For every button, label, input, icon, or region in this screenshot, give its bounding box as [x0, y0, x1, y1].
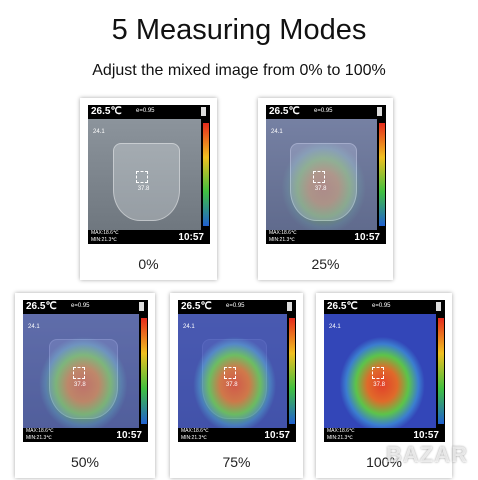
mode-label: 75% — [222, 454, 251, 470]
battery — [139, 302, 144, 311]
spot-temp: 24.1 — [183, 324, 195, 330]
thermal-image: 24.1 37.8 — [266, 119, 377, 230]
status-bar: 26.5℃ e=0.95 — [88, 105, 210, 119]
info-bar: MAX:18.6℃ MIN:21.3℃ 10:57 — [178, 428, 296, 442]
subtitle: Adjust the mixed image from 0% to 100% — [92, 62, 386, 79]
thermal-overlay — [266, 119, 377, 230]
battery — [436, 302, 441, 311]
max-temp: MAX:18.6℃ — [181, 428, 209, 434]
thermal-screen: 26.5℃ e=0.95 24.1 37.8 MAX:18.6℃ MIN:21.3℃ 10:… — [23, 300, 148, 442]
watermark: BAZAR — [386, 442, 468, 467]
time: 10:57 — [413, 430, 439, 441]
crosshair — [313, 170, 326, 183]
mode-card: 26.5℃ e=0.95 24.1 37.8 MAX:18.6℃ MIN:21.3℃ 10:… — [316, 293, 452, 478]
emissivity: e=0.95 — [314, 108, 333, 114]
mode-label: 25% — [311, 256, 340, 272]
crosshair — [371, 367, 384, 380]
mode-label: 0% — [138, 256, 159, 272]
max-temp: MAX:18.6℃ — [327, 428, 355, 434]
center-temp: 37.8 — [137, 185, 150, 192]
mode-card: 26.5℃ e=0.95 24.1 37.8 MAX:18.6℃ MIN:21.3℃ 10:… — [80, 98, 217, 280]
thermal-image: 24.1 37.8 — [23, 314, 139, 428]
color-scale — [438, 318, 444, 424]
time: 10:57 — [354, 232, 380, 243]
thermal-image: 24.1 37.8 — [88, 119, 201, 230]
temperature: 26.5℃ — [269, 106, 300, 117]
battery — [377, 107, 382, 116]
status-bar: 26.5℃ e=0.95 — [178, 300, 296, 314]
thermal-screen: 26.5℃ e=0.95 24.1 37.8 MAX:18.6℃ MIN:21.3℃ 10:… — [324, 300, 445, 442]
battery — [201, 107, 206, 116]
center-temp: 37.8 — [74, 382, 86, 389]
min-temp: MIN:21.3℃ — [181, 435, 207, 441]
mode-card: 26.5℃ e=0.95 24.1 37.8 MAX:18.6℃ MIN:21.3℃ 10:… — [258, 98, 393, 280]
min-temp: MIN:21.3℃ — [26, 435, 52, 441]
title: 5 Measuring Modes — [111, 14, 367, 46]
thermal-screen: 26.5℃ e=0.95 24.1 37.8 MAX:18.6℃ MIN:21.3℃ 10:… — [266, 105, 386, 244]
emissivity: e=0.95 — [372, 303, 391, 309]
thermal-screen: 26.5℃ e=0.95 24.1 37.8 MAX:18.6℃ MIN:21.3℃ 10:… — [88, 105, 210, 244]
mode-card: 26.5℃ e=0.95 24.1 37.8 MAX:18.6℃ MIN:21.3℃ 10:… — [15, 293, 155, 478]
time: 10:57 — [264, 430, 290, 441]
crosshair — [224, 367, 237, 380]
time: 10:57 — [116, 430, 142, 441]
thermal-overlay — [23, 314, 139, 428]
emissivity: e=0.95 — [136, 108, 155, 114]
color-scale — [379, 123, 385, 226]
mode-label: 100% — [366, 454, 402, 470]
min-temp: MIN:21.3℃ — [269, 237, 295, 243]
spot-temp: 24.1 — [93, 129, 105, 135]
max-temp: MAX:18.6℃ — [91, 230, 119, 236]
crosshair — [136, 170, 149, 183]
min-temp: MIN:21.3℃ — [91, 237, 117, 243]
temperature: 26.5℃ — [181, 301, 212, 312]
info-bar: MAX:18.6℃ MIN:21.3℃ 10:57 — [324, 428, 445, 442]
mode-card: 26.5℃ e=0.95 24.1 37.8 MAX:18.6℃ MIN:21.3℃ 10:… — [170, 293, 303, 478]
status-bar: 26.5℃ e=0.95 — [324, 300, 445, 314]
temperature: 26.5℃ — [91, 106, 122, 117]
center-temp: 37.8 — [373, 382, 385, 389]
status-bar: 26.5℃ e=0.95 — [266, 105, 386, 119]
thermal-overlay — [178, 314, 287, 428]
color-scale — [141, 318, 147, 424]
info-bar: MAX:18.6℃ MIN:21.3℃ 10:57 — [266, 230, 386, 244]
spot-temp: 24.1 — [271, 129, 283, 135]
battery — [287, 302, 292, 311]
info-bar: MAX:18.6℃ MIN:21.3℃ 10:57 — [88, 230, 210, 244]
status-bar: 26.5℃ e=0.95 — [23, 300, 148, 314]
thermal-overlay — [324, 314, 436, 428]
spot-temp: 24.1 — [329, 324, 341, 330]
emissivity: e=0.95 — [226, 303, 245, 309]
temperature: 26.5℃ — [26, 301, 57, 312]
mode-label: 50% — [70, 454, 100, 470]
temperature: 26.5℃ — [327, 301, 358, 312]
color-scale — [289, 318, 295, 424]
time: 10:57 — [178, 232, 204, 243]
thermal-screen: 26.5℃ e=0.95 24.1 37.8 MAX:18.6℃ MIN:21.3℃ 10:… — [178, 300, 296, 442]
spot-temp: 24.1 — [28, 324, 40, 330]
crosshair — [72, 367, 85, 380]
info-bar: MAX:18.6℃ MIN:21.3℃ 10:57 — [23, 428, 148, 442]
min-temp: MIN:21.3℃ — [327, 435, 353, 441]
color-scale — [203, 123, 209, 226]
emissivity: e=0.95 — [71, 303, 90, 309]
max-temp: MAX:18.6℃ — [269, 230, 297, 236]
thermal-image: 24.1 37.8 — [178, 314, 287, 428]
thermal-image: 24.1 37.8 — [324, 314, 436, 428]
center-temp: 37.8 — [314, 185, 327, 192]
max-temp: MAX:18.6℃ — [26, 428, 54, 434]
center-temp: 37.8 — [225, 382, 238, 389]
